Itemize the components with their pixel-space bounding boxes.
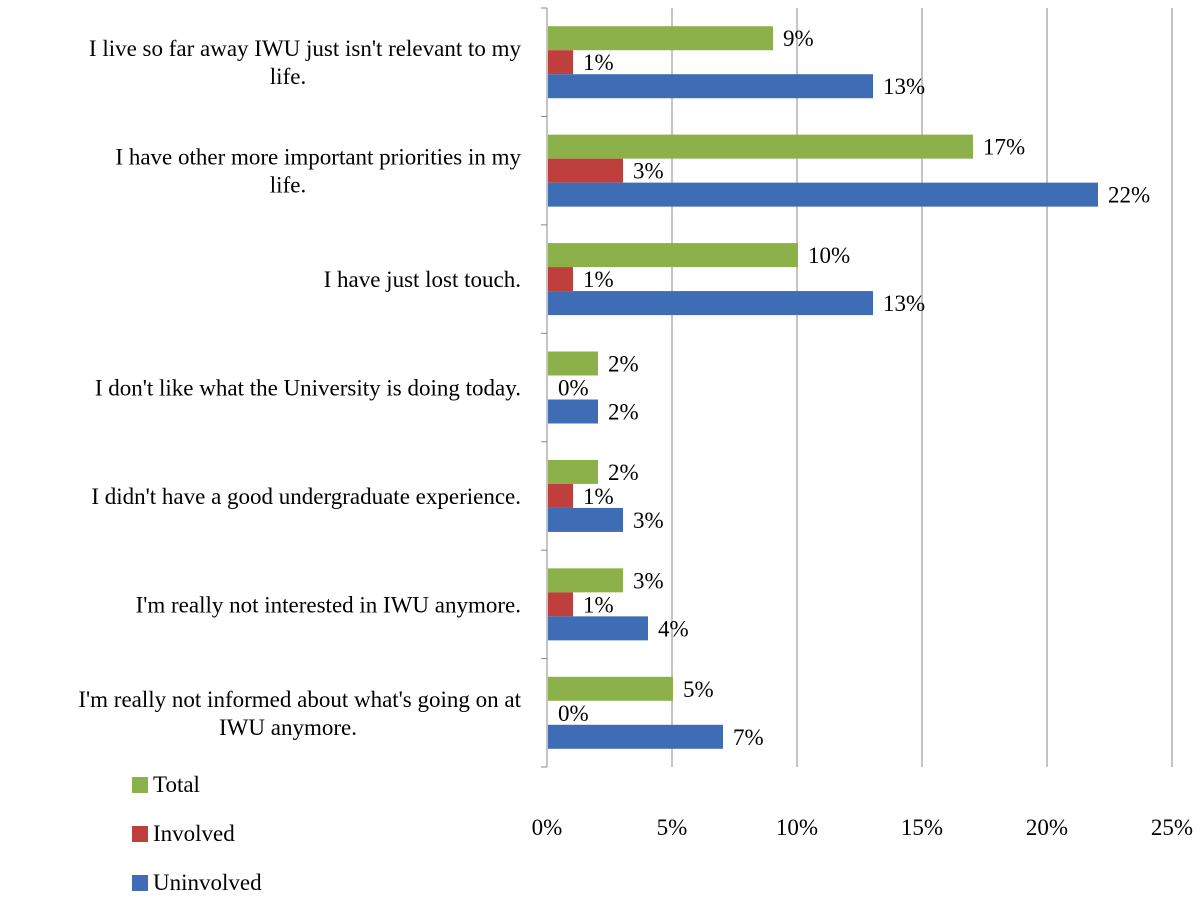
data-label: 2%	[608, 460, 639, 485]
data-label: 4%	[658, 616, 689, 641]
category-label: IWU anymore.	[219, 715, 357, 740]
x-tick-label: 25%	[1151, 815, 1193, 840]
data-label: 1%	[583, 267, 614, 292]
bar-uninvolved	[548, 74, 873, 99]
data-label: 1%	[583, 50, 614, 75]
bar-total	[548, 351, 598, 376]
legend-label-total: Total	[153, 772, 200, 797]
data-label: 3%	[633, 159, 664, 184]
bar-involved	[548, 158, 623, 183]
legend-label-uninvolved: Uninvolved	[153, 870, 262, 895]
bar-total	[548, 26, 773, 51]
x-tick-label: 0%	[532, 815, 563, 840]
category-label: I live so far away IWU just isn't releva…	[89, 36, 522, 61]
category-label: I have other more important priorities i…	[115, 145, 521, 170]
category-label: life.	[270, 64, 306, 89]
bar-uninvolved	[548, 182, 1098, 207]
data-label: 2%	[608, 352, 639, 377]
data-label: 3%	[633, 508, 664, 533]
legend-swatch-total	[132, 777, 148, 793]
bar-uninvolved	[548, 724, 723, 749]
bar-uninvolved	[548, 399, 598, 424]
data-label: 7%	[733, 725, 764, 750]
category-label: I have just lost touch.	[324, 267, 521, 292]
legend-label-involved: Involved	[153, 821, 235, 846]
data-label: 13%	[883, 74, 925, 99]
data-label: 3%	[633, 568, 664, 593]
x-tick-label: 15%	[901, 815, 943, 840]
legend-item-involved: Involved	[132, 821, 235, 847]
data-label: 17%	[983, 135, 1025, 160]
category-label: I don't like what the University is doin…	[95, 376, 521, 401]
bar-involved	[548, 483, 573, 508]
legend-item-uninvolved: Uninvolved	[132, 870, 262, 896]
legend-item-total: Total	[132, 772, 200, 798]
category-label: life.	[270, 173, 306, 198]
category-label: I'm really not interested in IWU anymore…	[136, 592, 521, 617]
category-label: I didn't have a good undergraduate exper…	[91, 484, 521, 509]
bar-total	[548, 676, 673, 701]
data-label: 22%	[1108, 183, 1150, 208]
bar-involved	[548, 267, 573, 292]
bar-uninvolved	[548, 291, 873, 316]
data-label: 0%	[558, 701, 589, 726]
x-tick-label: 20%	[1026, 815, 1068, 840]
data-label: 13%	[883, 291, 925, 316]
data-label: 0%	[558, 376, 589, 401]
legend-swatch-uninvolved	[132, 875, 148, 891]
category-label: I'm really not informed about what's goi…	[78, 687, 521, 712]
data-label: 1%	[583, 484, 614, 509]
bar-total	[548, 568, 623, 593]
x-tick-label: 10%	[776, 815, 818, 840]
bar-total	[548, 134, 973, 159]
data-label: 1%	[583, 592, 614, 617]
bar-involved	[548, 592, 573, 617]
data-label: 9%	[783, 26, 814, 51]
bar-uninvolved	[548, 616, 648, 641]
data-label: 2%	[608, 400, 639, 425]
bar-total	[548, 459, 598, 484]
bar-total	[548, 243, 798, 268]
x-tick-label: 5%	[657, 815, 688, 840]
data-label: 5%	[683, 677, 714, 702]
data-label: 10%	[808, 243, 850, 268]
bar-involved	[548, 50, 573, 75]
bar-uninvolved	[548, 507, 623, 532]
legend-swatch-involved	[132, 826, 148, 842]
